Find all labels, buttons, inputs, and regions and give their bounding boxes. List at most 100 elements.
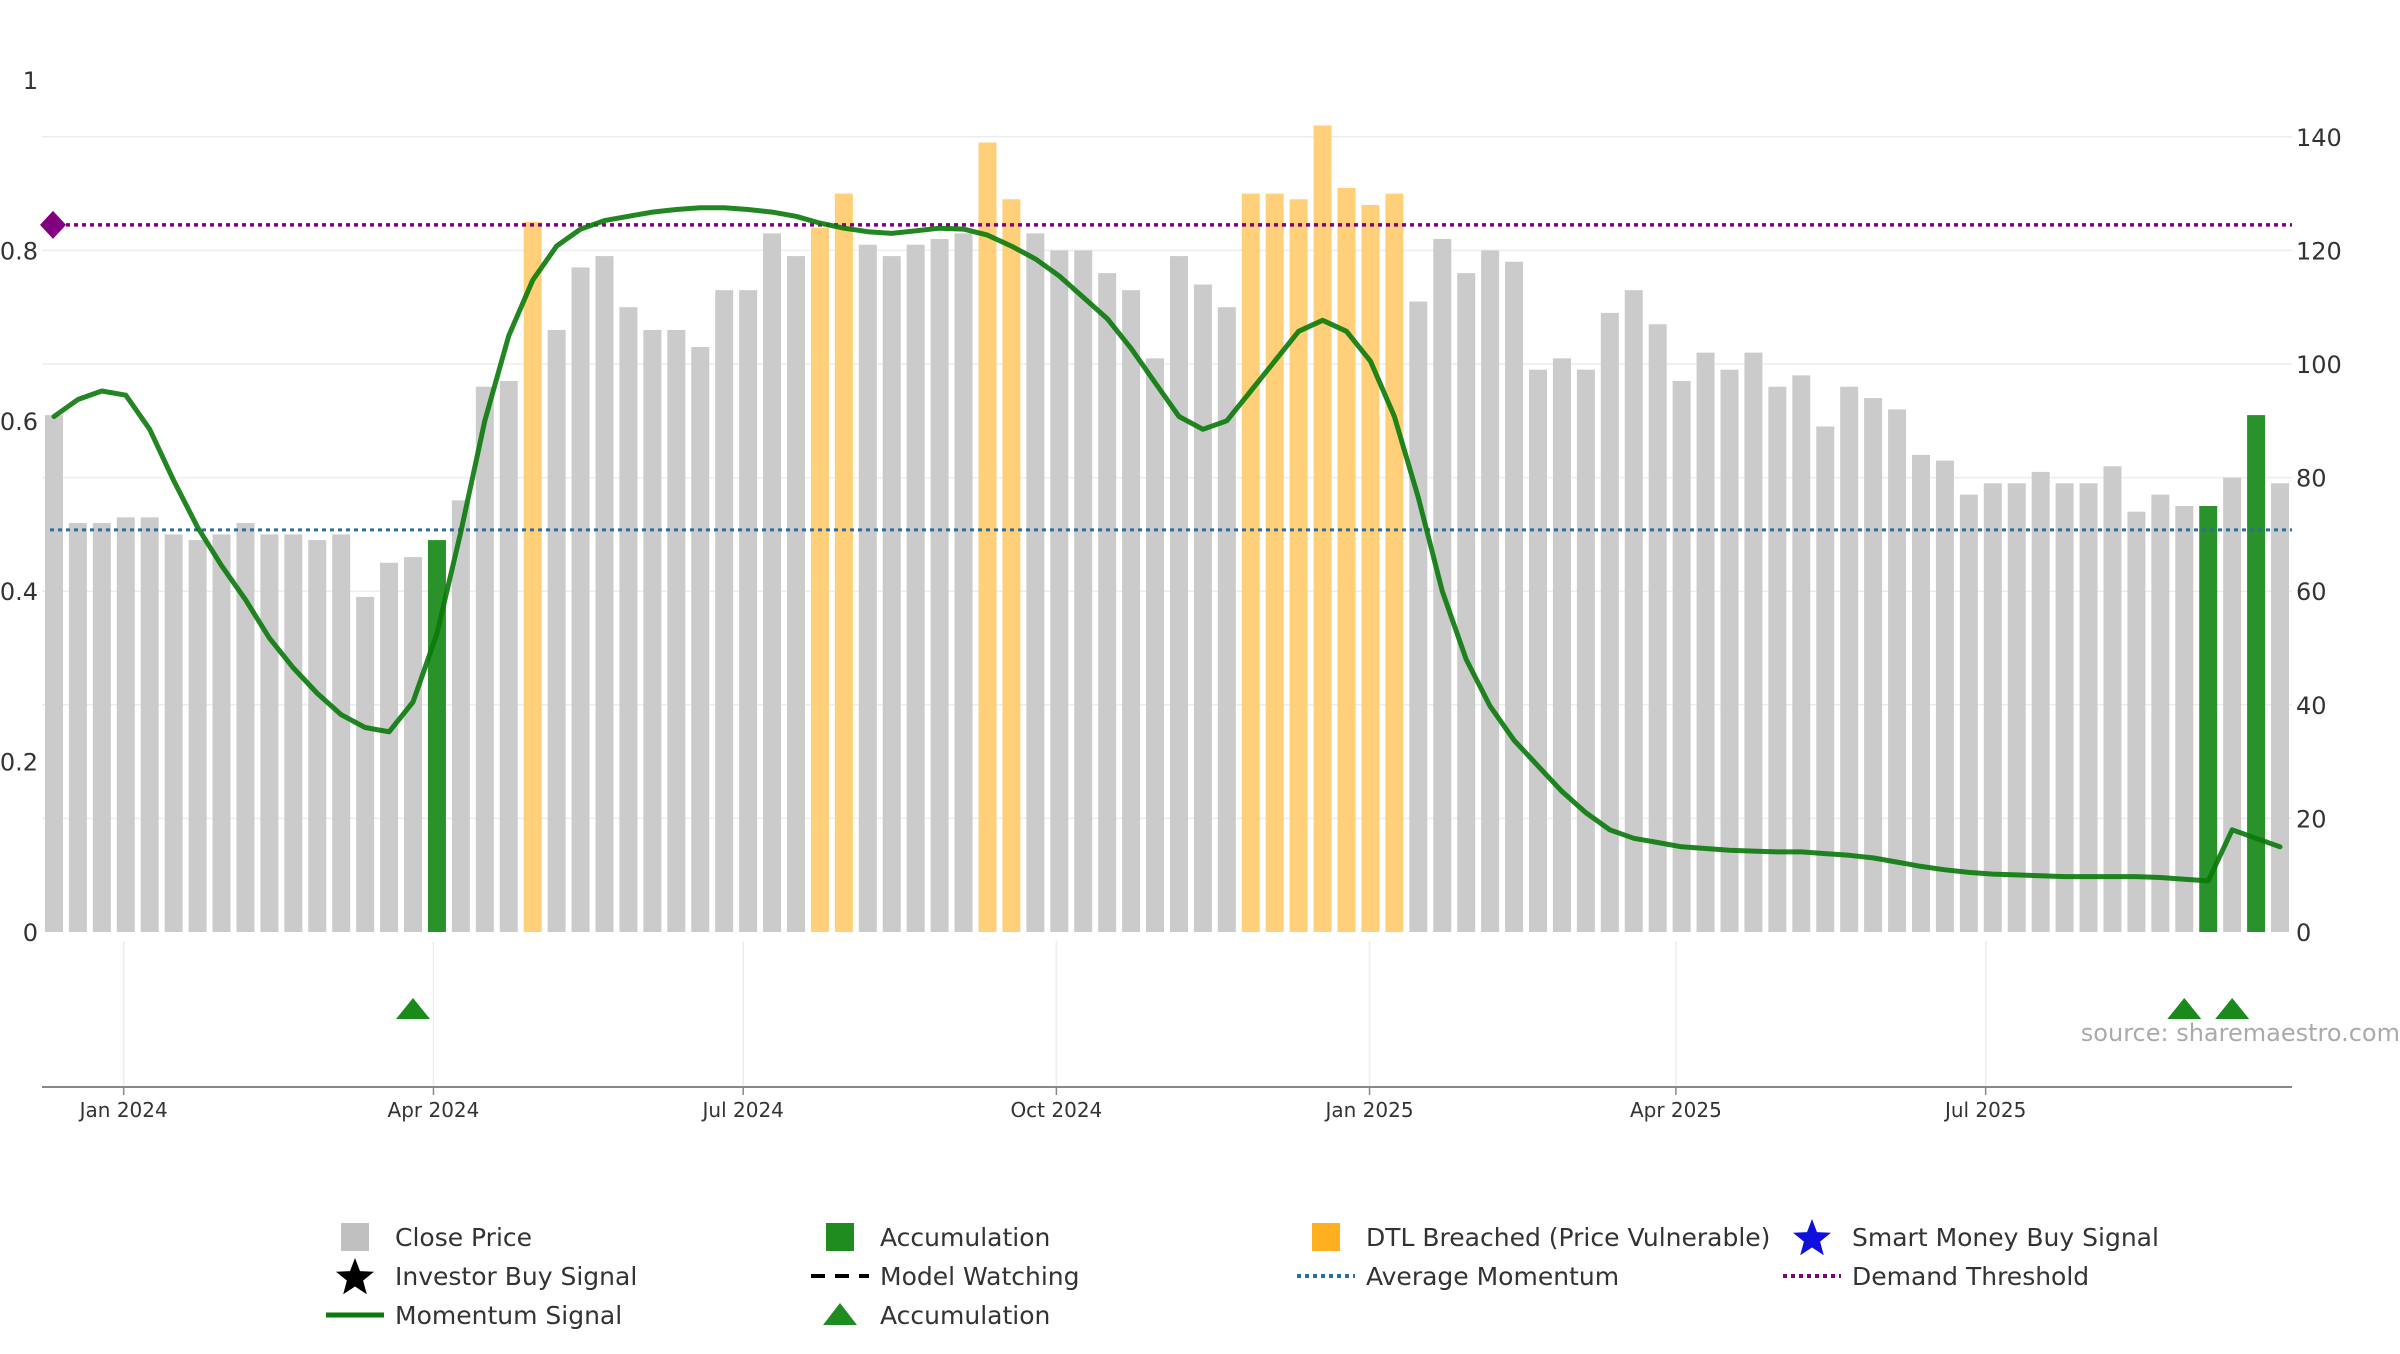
dtl-breached-bar — [1002, 199, 1021, 932]
close-price-bar — [1935, 460, 1954, 932]
right-tick-label: 60 — [2296, 578, 2327, 606]
dtl-breached-bar — [978, 142, 997, 933]
close-price-bar — [1505, 261, 1524, 932]
dtl-breached-bar — [1289, 199, 1308, 932]
dtl-breached-bar — [1265, 193, 1284, 933]
close-price-bar — [212, 534, 231, 932]
left-tick-label: 1 — [23, 67, 38, 95]
dtl-breached-bar — [810, 227, 829, 932]
close-price-bar — [1864, 398, 1883, 933]
close-price-bar — [1050, 250, 1069, 932]
close-price-bar — [356, 596, 375, 932]
close-price-bar — [260, 534, 279, 932]
x-tick-label: Jul 2025 — [1943, 1098, 2026, 1122]
close-price-bar — [667, 329, 686, 932]
legend-label: Accumulation — [880, 1301, 1050, 1330]
dtl-breached-bar — [1241, 193, 1260, 933]
close-price-bar — [284, 534, 303, 932]
close-price-bar — [2103, 466, 2122, 932]
close-price-bar — [1217, 307, 1236, 932]
left-tick-label: 0.8 — [0, 237, 38, 265]
legend-label: DTL Breached (Price Vulnerable) — [1366, 1223, 1770, 1252]
momentum-signal-line — [51, 205, 2283, 884]
close-price-bar — [2151, 494, 2170, 932]
close-price-bar — [380, 562, 399, 932]
legend-item: Momentum Signal — [326, 1301, 622, 1330]
x-tick-label: Oct 2024 — [1010, 1098, 1102, 1122]
close-price-bar — [1552, 358, 1571, 932]
legend-label: Demand Threshold — [1852, 1262, 2089, 1291]
x-tick-label: Jan 2025 — [1323, 1098, 1413, 1122]
close-price-bar — [858, 244, 877, 933]
close-price-bar — [1457, 273, 1476, 932]
left-axis: 0 0.2 0.4 0.6 0.8 1 — [0, 67, 38, 947]
legend-swatch — [341, 1223, 369, 1251]
legend-swatch — [1312, 1223, 1340, 1251]
close-price-bar — [1816, 426, 1835, 932]
close-price-bar — [236, 523, 255, 932]
legend-item: DTL Breached (Price Vulnerable) — [1312, 1223, 1770, 1252]
right-tick-label: 140 — [2296, 124, 2342, 152]
dtl-breached-bar — [834, 193, 853, 933]
right-tick-label: 40 — [2296, 692, 2327, 720]
source-label: source: sharemaestro.com — [2081, 1019, 2400, 1047]
legend-star-icon — [1793, 1219, 1831, 1256]
legend-label: Model Watching — [880, 1262, 1080, 1291]
close-price-bar — [1624, 290, 1643, 932]
legend-label: Accumulation — [880, 1223, 1050, 1252]
close-price-bar — [308, 540, 327, 932]
close-price-bar — [188, 540, 207, 932]
close-price-bar — [1122, 290, 1141, 932]
close-price-bar — [1600, 312, 1619, 932]
close-price-bar — [1576, 369, 1595, 932]
close-price-bar — [44, 415, 63, 932]
close-price-bar — [1672, 381, 1691, 932]
close-price-bar — [1911, 454, 1930, 932]
close-price-bar — [68, 523, 87, 932]
close-price-bar — [1098, 273, 1117, 932]
right-tick-label: 80 — [2296, 465, 2327, 493]
right-tick-label: 0 — [2296, 919, 2311, 947]
price-bars — [44, 125, 2290, 933]
momentum-signal-path — [51, 205, 2283, 884]
close-price-bar — [1768, 386, 1787, 933]
legend-label: Close Price — [395, 1223, 532, 1252]
close-price-bar — [1840, 386, 1859, 933]
close-price-bar — [1983, 483, 2002, 932]
accumulation-triangle — [396, 998, 431, 1019]
close-price-bar — [763, 233, 782, 933]
dtl-breached-bar — [1337, 187, 1356, 933]
x-axis: Jan 2024 Apr 2024 Jul 2024 Oct 2024 Jan 2025… — [42, 1086, 2292, 1122]
x-tick-label: Jan 2024 — [78, 1098, 168, 1122]
legend-label: Momentum Signal — [395, 1301, 622, 1330]
accumulation-bar — [2247, 415, 2266, 932]
close-price-bar — [1146, 358, 1165, 932]
close-price-bar — [1696, 352, 1715, 932]
close-price-bar — [1529, 369, 1548, 932]
x-tick-label: Apr 2024 — [388, 1098, 480, 1122]
close-price-bar — [475, 386, 494, 933]
legend-item: Model Watching — [811, 1262, 1080, 1291]
close-price-bar — [2175, 506, 2194, 932]
close-price-bar — [404, 557, 423, 932]
x-tick-label: Apr 2025 — [1630, 1098, 1722, 1122]
accumulation-bar — [427, 540, 446, 932]
dtl-breached-bar — [1361, 204, 1380, 932]
close-price-bar — [547, 329, 566, 932]
close-price-bar — [2079, 483, 2098, 932]
close-price-bar — [140, 517, 159, 932]
legend-triangle-icon — [823, 1303, 857, 1325]
x-tick-label: Jul 2024 — [701, 1098, 784, 1122]
right-tick-label: 20 — [2296, 805, 2327, 833]
dtl-breached-bar — [523, 222, 542, 932]
close-price-bar — [2055, 483, 2074, 932]
dtl-breached-bar — [1385, 193, 1404, 933]
legend-item: Accumulation — [823, 1301, 1050, 1330]
close-price-bar — [643, 329, 662, 932]
close-price-bar — [2223, 477, 2242, 932]
right-tick-label: 100 — [2296, 351, 2342, 379]
accumulation-triangle — [2215, 998, 2250, 1019]
close-price-bar — [715, 290, 734, 932]
